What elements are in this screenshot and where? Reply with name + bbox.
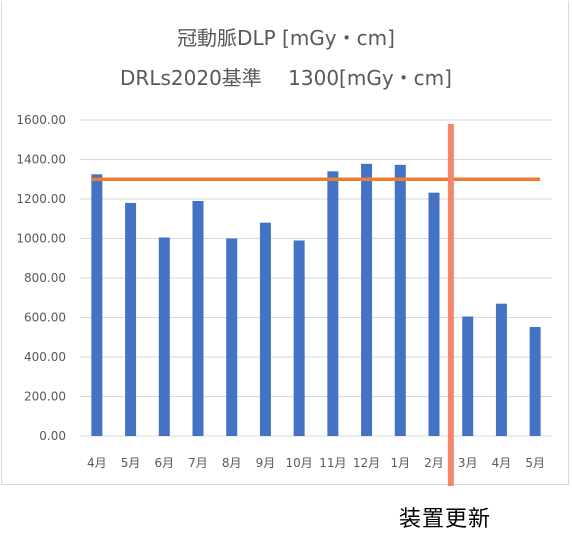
x-tick-label: 11月 [319,456,346,470]
y-axis-ticks: 0.00 200.00 400.00 600.00 800.00 1000.00 1200.… [16,113,66,443]
y-tick-label: 1000.00 [16,232,66,246]
x-tick-label: 10月 [286,456,313,470]
chart-title: 冠動脈DLP [mGy・cm] [177,26,395,50]
y-tick-label: 0.00 [39,429,66,443]
x-tick-label: 6月 [154,456,174,470]
x-tick-label: 8月 [222,456,242,470]
bar [293,240,305,436]
x-tick-label: 4月 [492,456,512,470]
y-tick-label: 1200.00 [16,192,66,206]
reference-line-group [91,124,541,486]
x-axis-ticks: 4月 5月 6月 7月 8月 9月 10月 11月 12月 1月 2月 3月 4月 5月 [87,456,545,470]
bar [158,237,170,436]
y-tick-label: 600.00 [24,311,66,325]
x-tick-label: 5月 [121,456,141,470]
x-tick-label: 5月 [525,456,545,470]
bars [91,163,541,436]
bar [192,200,204,436]
bar [428,192,440,436]
y-tick-label: 1600.00 [16,113,66,127]
bar [226,238,238,436]
y-tick-label: 800.00 [24,271,66,285]
bar [125,202,137,436]
bar [361,163,373,436]
bar [529,326,541,436]
bar [462,316,474,436]
y-tick-label: 1400.00 [16,153,66,167]
bar [327,171,339,436]
x-tick-label: 2月 [424,456,444,470]
bar [495,303,507,436]
x-tick-label: 7月 [188,456,208,470]
y-tick-label: 200.00 [24,390,66,404]
x-tick-label: 1月 [390,456,410,470]
x-tick-label: 3月 [458,456,478,470]
x-tick-label: 4月 [87,456,107,470]
x-tick-label: 12月 [353,456,380,470]
x-tick-label: 9月 [256,456,276,470]
bar [259,222,271,436]
y-tick-label: 400.00 [24,350,66,364]
device-update-label: 装置更新 [399,507,492,532]
chart-subtitle: DRLs2020基準 1300[mGy・cm] [120,66,452,90]
gridlines [80,119,552,437]
bar [91,174,103,436]
bar [394,164,406,436]
